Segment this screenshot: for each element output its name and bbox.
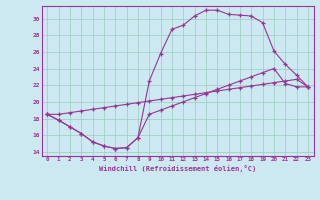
X-axis label: Windchill (Refroidissement éolien,°C): Windchill (Refroidissement éolien,°C): [99, 165, 256, 172]
